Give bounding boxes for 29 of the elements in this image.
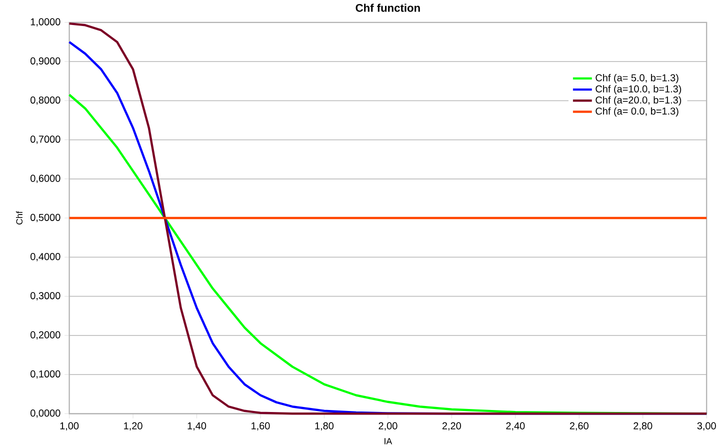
y-tick-label: 0,6000: [30, 174, 60, 184]
x-tick-label: 2,80: [634, 422, 652, 431]
chart-title: Chf function: [356, 4, 420, 12]
x-tick-label: 1,00: [60, 422, 79, 431]
legend-label: Chf (a= 0.0, b=1.3): [596, 107, 678, 117]
y-tick-label: 0,2000: [30, 331, 60, 340]
x-tick-label: 2,00: [378, 422, 398, 431]
y-tick-label: 1,0000: [30, 18, 60, 27]
y-tick-label: 0,0000: [30, 410, 60, 418]
legend-label: Chf (a=10.0, b=1.3): [596, 85, 682, 94]
x-axis-title: IA: [384, 438, 392, 444]
y-tick-label: 0,5000: [30, 214, 60, 222]
legend-label: Chf (a= 5.0, b=1.3): [596, 74, 678, 84]
y-tick-label: 0,7000: [30, 136, 60, 144]
x-tick-label: 2,40: [506, 422, 525, 431]
y-tick-label: 0,4000: [30, 253, 60, 262]
x-tick-label: 1,80: [315, 422, 334, 431]
x-tick-label: 2,20: [442, 422, 461, 431]
y-tick-label: 0,9000: [30, 57, 60, 66]
x-tick-label: 3,00: [697, 422, 716, 431]
y-tick-label: 0,1000: [30, 370, 60, 379]
x-tick-label: 1,60: [252, 422, 270, 431]
y-axis-title: Chf: [16, 211, 23, 224]
x-tick-label: 2,60: [570, 422, 588, 431]
y-tick-label: 0,3000: [30, 292, 60, 300]
y-tick-label: 0,8000: [30, 96, 60, 105]
x-tick-label: 1,20: [124, 422, 142, 431]
legend-label: Chf (a=20.0, b=1.3): [596, 96, 682, 106]
x-tick-label: 1,40: [188, 422, 206, 431]
